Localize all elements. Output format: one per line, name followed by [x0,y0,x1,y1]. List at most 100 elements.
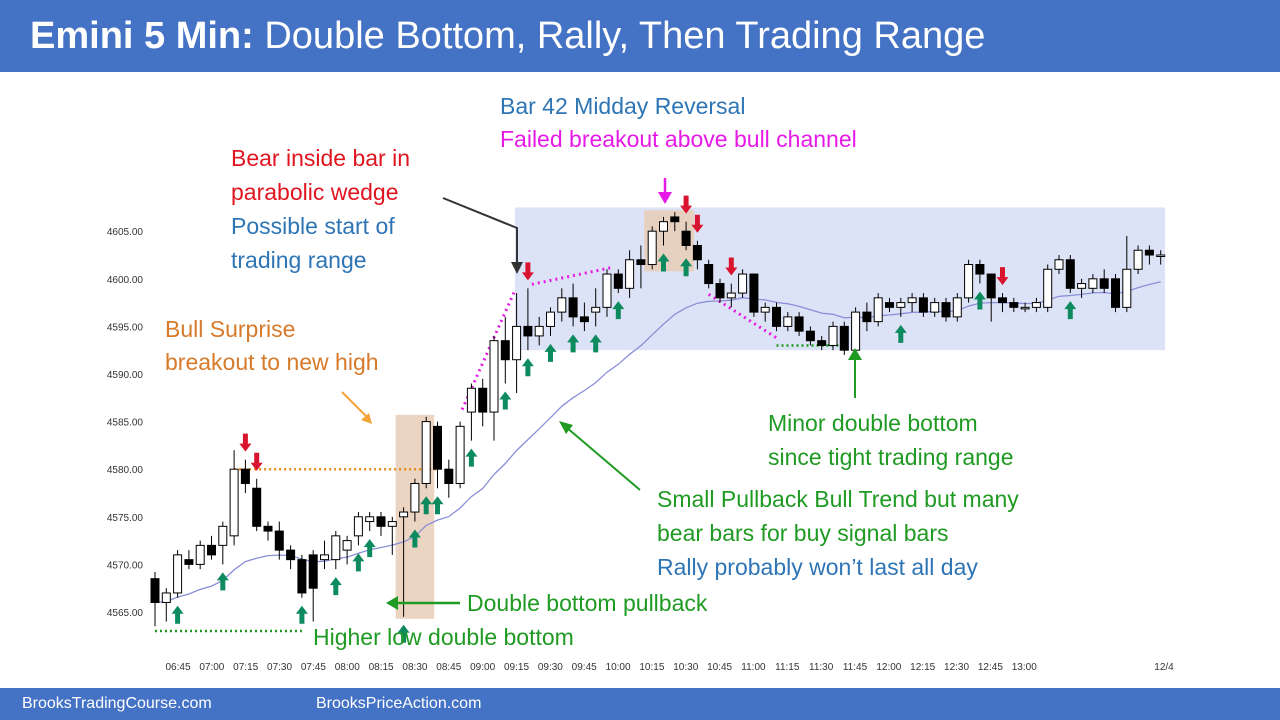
candle-body-39 [591,306,601,313]
bear-arrow-1 [250,452,263,471]
footer-link-left[interactable]: BrooksTradingCourse.com [22,695,212,712]
bull-arrow-2 [295,605,308,624]
candle-body-58 [805,330,815,342]
candle-body-17 [342,540,352,551]
candle-body-37 [568,297,578,318]
annotation-small-pb-l2: bear bars for buy signal bars [657,520,949,546]
x-tick-label-26: 12/4 [1154,662,1174,673]
bear-arrow-0 [239,433,252,452]
candle-body-14 [308,554,318,589]
annotation-higher-low-double-bottom: Higher low double bottom [313,624,574,650]
candle-body-65 [885,302,894,308]
candle-body-88 [1144,249,1154,256]
bull-arrow-1 [216,572,229,591]
pointer-bear-inside [442,197,518,268]
bull-arrow-13 [544,343,557,362]
annotation-minor-db-l1: Minor double bottom [768,410,978,436]
candle-body-77 [1020,306,1030,310]
title-bar: Emini 5 Min: Double Bottom, Rally, Then … [0,0,1280,72]
bull-arrow-11 [499,391,512,410]
candle-body-67 [907,297,917,304]
candle-body-62 [851,311,861,351]
candle-body-29 [478,387,488,413]
candle-body-54 [760,306,770,313]
candle-body-82 [1077,283,1087,289]
candle-body-7 [229,468,239,537]
candle-body-33 [523,325,533,337]
x-tick-label-24: 12:45 [978,662,1003,673]
candle-body-49 [704,264,714,285]
candle-body-10 [263,525,273,532]
x-tick-label-25: 13:00 [1012,662,1037,673]
candle-body-73 [975,264,985,275]
bear-arrow-6 [996,267,1009,286]
candle-body-63 [862,311,872,323]
annotation-bull-surprise-l1: Bull Surprise [165,316,296,342]
y-tick-label-4: 4585.00 [107,418,144,429]
candle-body-18 [353,516,363,537]
candle-body-13 [297,559,307,594]
y-tick-label-0: 4565.00 [107,608,144,619]
candle-body-41 [613,273,623,289]
candle-body-6 [218,525,228,546]
x-tick-label-22: 12:15 [910,662,935,673]
wedge-line-2 [531,265,614,286]
candle-body-53 [749,273,759,313]
annotation-minor-db-l2: since tight trading range [768,444,1014,470]
y-tick-label-6: 4595.00 [107,322,144,333]
x-tick-label-23: 12:30 [944,662,969,673]
bull-arrow-3 [329,577,342,596]
x-tick-label-8: 08:45 [436,662,461,673]
x-tick-label-0: 06:45 [165,662,190,673]
candle-body-44 [647,230,657,266]
bull-arrow-0 [171,605,184,624]
candle-body-28 [466,387,476,413]
title-bold: Emini 5 Min: [30,15,254,57]
bull-arrow-17 [657,253,670,272]
x-tick-label-5: 08:00 [335,662,360,673]
candle-body-47 [681,230,691,246]
candle-body-83 [1088,278,1098,289]
bull-arrow-14 [567,334,580,353]
bull-arrow-20 [973,291,986,310]
pointer-minor-db-head [848,348,862,360]
x-tick-label-20: 11:45 [843,662,868,673]
annotation-bar42-l2: Failed breakout above bull channel [500,126,857,152]
page-title: Emini 5 Min: Double Bottom, Rally, Then … [30,12,985,60]
candle-body-78 [1031,302,1041,308]
candle-body-87 [1133,249,1143,270]
x-tick-label-3: 07:30 [267,662,292,673]
candle-body-25 [433,425,442,470]
candle-body-42 [625,259,635,289]
bull-arrow-12 [521,358,534,377]
annotation-bear-inside-l1: Bear inside bar in [231,145,410,171]
annotation-small-pb-l1: Small Pullback Bull Trend but many [657,486,1019,512]
x-tick-label-18: 11:15 [775,662,800,673]
candlestick-chart: 4565.00 4570.00 4575.00 4580.00 4585.00 4590.… [107,178,1174,673]
candle-body-15 [320,554,329,561]
bull-arrow-10 [465,448,478,467]
x-tick-label-1: 07:00 [199,662,224,673]
candle-body-70 [941,302,951,318]
candle-body-31 [500,340,510,361]
candle-body-8 [240,468,250,484]
candle-body-5 [207,544,216,556]
bull-arrow-4 [352,553,365,572]
footer-link-right[interactable]: BrooksPriceAction.com [316,695,482,712]
candle-body-32 [512,325,522,361]
candle-body-71 [952,297,962,318]
bull-arrow-21 [1064,301,1077,320]
candle-body-81 [1065,259,1075,289]
candle-body-12 [286,549,296,561]
title-rest: Double Bottom, Rally, Then Trading Range [264,15,986,57]
x-tick-label-4: 07:45 [301,662,326,673]
x-tick-label-6: 08:15 [369,662,394,673]
candle-body-2 [173,554,183,594]
candle-body-34 [534,325,544,337]
pointer-bar42-head [658,192,672,204]
candle-body-55 [772,306,781,327]
x-tick-label-10: 09:15 [504,662,529,673]
candle-body-4 [195,544,205,565]
x-tick-label-12: 09:45 [572,662,597,673]
candle-body-3 [184,559,194,565]
